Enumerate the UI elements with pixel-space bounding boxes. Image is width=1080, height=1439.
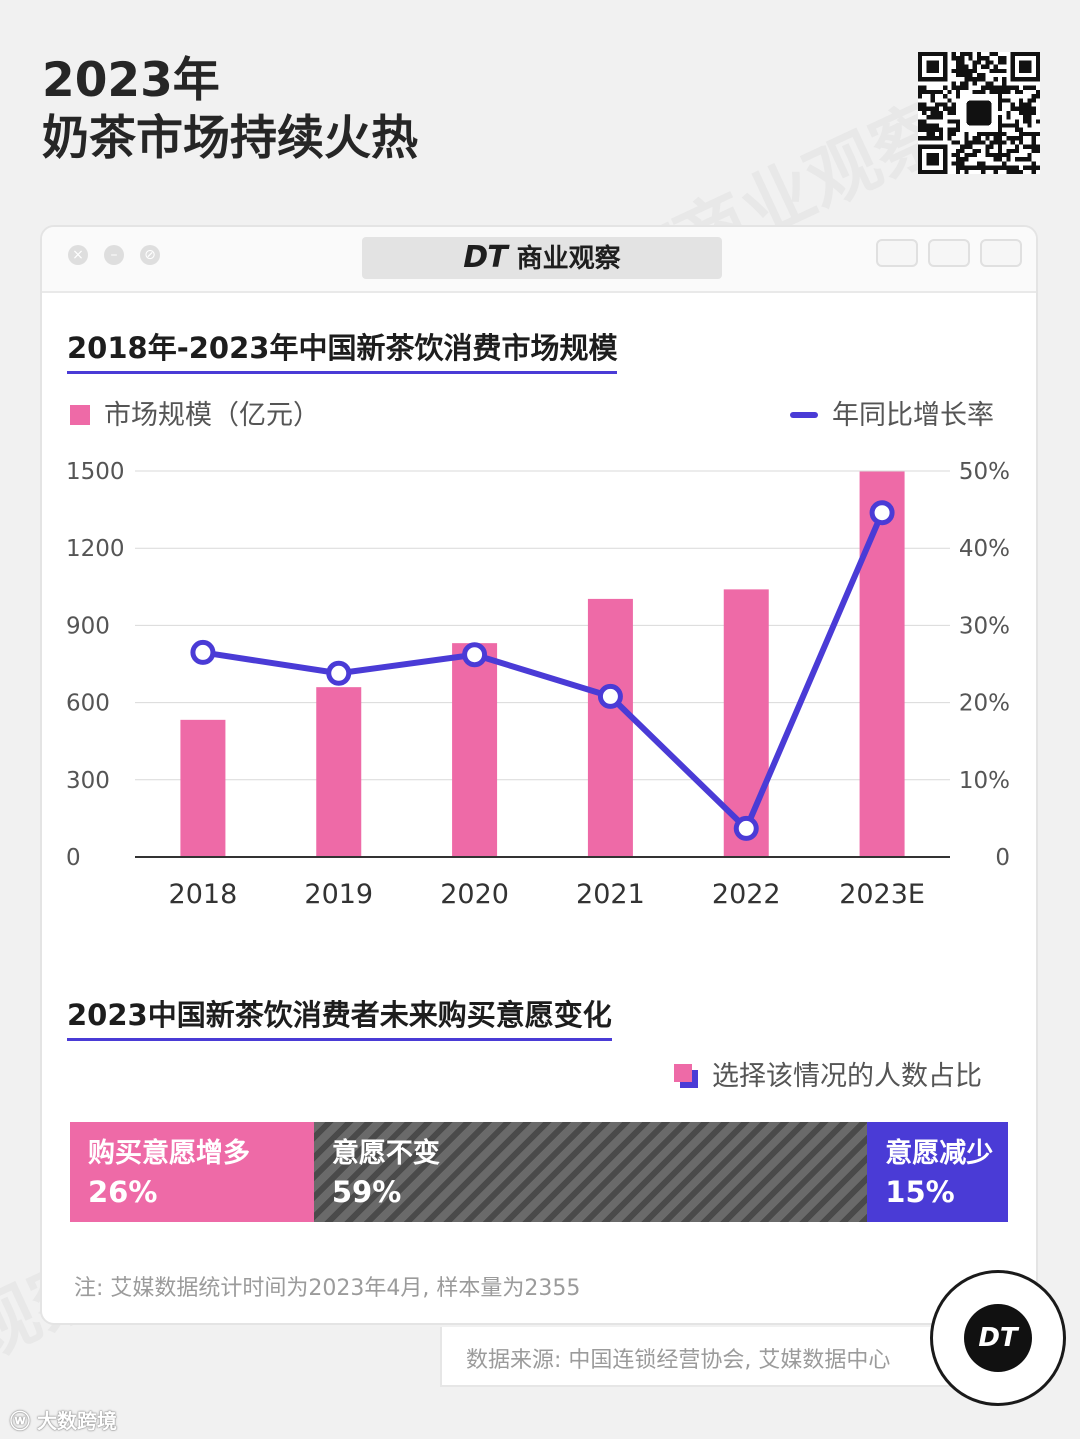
legend-bar-label: 市场规模（亿元） [104, 400, 320, 431]
browser-window: × – ⊘ DT 商业观察 2018年-2023年中国新茶饮消费市场规模 市场规模… [40, 225, 1038, 1325]
x-tick-label: 2021 [576, 879, 645, 910]
address-bar[interactable]: DT 商业观察 [362, 237, 722, 279]
chart-title: 2018年-2023年中国新茶饮消费市场规模 [67, 325, 618, 374]
legend-line-swatch [790, 411, 818, 418]
x-tick-label: 2022 [712, 879, 781, 910]
source: 数据来源: 中国连锁经营协会, 艾媒数据中心 [466, 1348, 891, 1373]
dt-badge: DT [930, 1270, 1066, 1406]
growth-point [869, 500, 895, 526]
page-title: 2023年 奶茶市场持续火热 [42, 52, 418, 168]
page-title-line1: 2023年 [42, 53, 220, 108]
dt-logo-icon [966, 100, 992, 126]
segment-same: 意愿不变 59% [313, 1122, 868, 1222]
legend-bar: 市场规模（亿元） [70, 393, 320, 432]
x-tick-label: 2018 [169, 879, 238, 910]
y-right-tick-label: 10% [959, 768, 1010, 794]
x-tick-label: 2020 [440, 879, 509, 910]
brand-name: 商业观察 [516, 244, 621, 274]
y-left-tick-label: 900 [66, 613, 110, 639]
x-tick-label: 2023E [839, 879, 925, 910]
legend-stacked-icon [674, 1063, 698, 1088]
legend-line: 年同比增长率 [790, 393, 994, 432]
close-icon[interactable]: × [68, 245, 88, 265]
copy-icon[interactable] [980, 239, 1022, 267]
growth-point [597, 683, 623, 709]
x-tick-label: 2019 [304, 879, 373, 910]
weibo-watermark: ⓦ 大数跨境 [10, 1409, 117, 1433]
segment-label: 购买意愿增多 [88, 1138, 250, 1169]
y-left-tick-label: 600 [66, 691, 110, 717]
segment-value: 15% [885, 1175, 955, 1209]
segment-label: 意愿减少 [885, 1138, 994, 1169]
legend-bar-swatch [70, 404, 90, 425]
y-left-tick-label: 1500 [66, 459, 125, 485]
share-icon[interactable] [928, 239, 970, 267]
segment-label: 意愿不变 [331, 1138, 440, 1169]
bar [316, 687, 362, 857]
y-left-tick-label: 1200 [66, 536, 125, 562]
y-right-tick-label: 40% [959, 536, 1010, 562]
y-right-tick-label: 30% [959, 613, 1010, 639]
dt-badge-logo: DT [964, 1304, 1032, 1372]
growth-line [202, 511, 885, 832]
y-right-tick-label: 50% [959, 459, 1010, 485]
growth-point [733, 815, 759, 841]
maximize-icon[interactable]: ⊘ [140, 245, 160, 265]
stacked-bar: 购买意愿增多 26% 意愿不变 59% 意愿减少 15% [70, 1122, 1008, 1222]
record-icon[interactable] [876, 239, 918, 267]
legend-line-label: 年同比增长率 [832, 400, 994, 431]
segment-decrease: 意愿减少 15% [867, 1122, 1008, 1222]
combo-chart: 0 0 300 10% 600 20% 900 30% 1200 40% 1500 50% 2018 20… [66, 459, 1010, 910]
y-right-tick-label: 20% [959, 691, 1010, 717]
growth-point [462, 642, 488, 668]
segment-increase: 购买意愿增多 26% [70, 1122, 314, 1222]
y-right-tick-label: 0 [995, 845, 1010, 871]
segment-value: 59% [331, 1175, 402, 1209]
legend-stacked: 选择该情况的人数占比 [674, 1054, 982, 1093]
y-left-tick-label: 300 [66, 768, 110, 794]
minimize-icon[interactable]: – [104, 245, 124, 265]
bar [452, 643, 498, 857]
growth-point [190, 639, 216, 665]
page-title-line2: 奶茶市场持续火热 [42, 111, 418, 166]
weibo-watermark-text: 大数跨境 [36, 1409, 117, 1433]
legend-stacked-label: 选择该情况的人数占比 [712, 1061, 982, 1092]
chart-title-2: 2023中国新茶饮消费者未来购买意愿变化 [67, 992, 612, 1041]
bar [587, 598, 633, 857]
window-titlebar: × – ⊘ DT 商业观察 [42, 227, 1036, 293]
dt-logo: DT [463, 240, 507, 275]
segment-value: 26% [88, 1175, 158, 1209]
note: 注: 艾媒数据统计时间为2023年4月, 样本量为2355 [74, 1276, 581, 1301]
source-card [440, 1327, 960, 1387]
bar [859, 471, 905, 857]
bar [180, 719, 226, 857]
y-left-tick-label: 0 [66, 845, 81, 871]
growth-point [326, 660, 352, 686]
qr-code[interactable] [918, 52, 1040, 174]
